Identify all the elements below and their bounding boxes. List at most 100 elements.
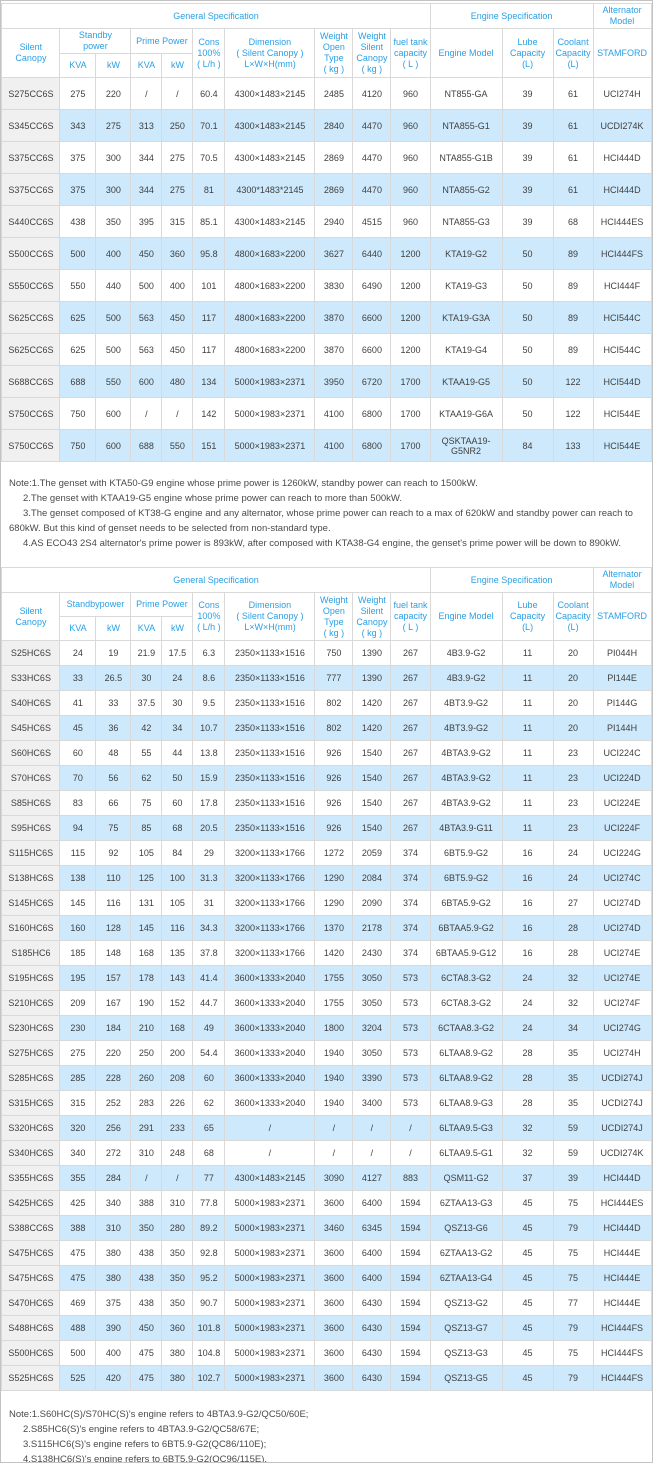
spec-cell: QSZ13-G5 — [429, 1365, 503, 1391]
table-row: S60HC6S 60 48 55 44 13.8 2350×1133×1516 926 1540… — [1, 740, 652, 766]
model-link[interactable]: S138HC6S — [1, 865, 61, 891]
spec-cell: UCI274F — [592, 990, 652, 1016]
model-link[interactable]: S525HC6S — [1, 1365, 61, 1391]
spec-cell: 688 — [59, 365, 97, 398]
model-link[interactable]: S625CC6S — [1, 333, 61, 366]
spec-cell: 300 — [95, 173, 132, 206]
spec-cell: QSZ13-G7 — [429, 1315, 503, 1341]
spec-cell: 6CTAA8.3-G2 — [429, 1015, 503, 1041]
spec-cell: 6400 — [352, 1240, 392, 1266]
model-link[interactable]: S550CC6S — [1, 269, 61, 302]
model-link[interactable]: S195HC6S — [1, 965, 61, 991]
model-link[interactable]: S25HC6S — [1, 640, 61, 666]
model-link[interactable]: S33HC6S — [1, 665, 61, 691]
model-link[interactable]: S70HC6S — [1, 765, 61, 791]
spec-cell: 45 — [501, 1265, 554, 1291]
spec-cell: 44.7 — [192, 990, 226, 1016]
model-link[interactable]: S115HC6S — [1, 840, 61, 866]
spec-cell: 142 — [192, 397, 226, 430]
spec-cell: 160 — [59, 915, 97, 941]
spec-cell: 267 — [390, 790, 431, 816]
spec-cell: 209 — [59, 990, 97, 1016]
model-link[interactable]: S60HC6S — [1, 740, 61, 766]
model-link[interactable]: S425HC6S — [1, 1190, 61, 1216]
spec-cell: UCI224E — [592, 790, 652, 816]
table-row: S160HC6S 160 128 145 116 34.3 3200×1133×1766 13… — [1, 915, 652, 941]
spec-cell: 122 — [552, 365, 594, 398]
model-link[interactable]: S750CC6S — [1, 429, 61, 462]
header-dimension: Dimension ( Silent Canopy ) L×W×H(mm) — [224, 28, 316, 78]
model-link[interactable]: S145HC6S — [1, 890, 61, 916]
spec-cell: 60 — [192, 1065, 226, 1091]
model-link[interactable]: S488HC6S — [1, 1315, 61, 1341]
spec-cell: HCI444E — [592, 1265, 652, 1291]
spec-cell: 3600×1333×2040 — [224, 965, 316, 991]
model-link[interactable]: S230HC6S — [1, 1015, 61, 1041]
spec-cell: 79 — [552, 1215, 594, 1241]
model-link[interactable]: S275HC6S — [1, 1040, 61, 1066]
model-link[interactable]: S315HC6S — [1, 1090, 61, 1116]
spec-cell: 28 — [552, 915, 594, 941]
spec-cell: 6BT5.9-G2 — [429, 865, 503, 891]
spec-cell: 62 — [192, 1090, 226, 1116]
spec-cell: PI044H — [592, 640, 652, 666]
spec-cell: 10.7 — [192, 715, 226, 741]
model-link[interactable]: S688CC6S — [1, 365, 61, 398]
table-row: S275CC6S 275 220//60.4 4300×1483×2145 2485 41… — [1, 77, 652, 110]
spec-cell: 3600 — [314, 1190, 354, 1216]
model-link[interactable]: S475HC6S — [1, 1240, 61, 1266]
model-link[interactable]: S185HC6 — [1, 940, 61, 966]
spec-cell: 625 — [59, 333, 97, 366]
spec-cell: HCI444E — [592, 1240, 652, 1266]
spec-cell: 1540 — [352, 790, 392, 816]
spec-cell: 4800×1683×2200 — [224, 237, 316, 270]
model-link[interactable]: S470HC6S — [1, 1290, 61, 1316]
model-link[interactable]: S345CC6S — [1, 109, 61, 142]
spec-cell: 26.5 — [95, 665, 132, 691]
spec-cell: 2059 — [352, 840, 392, 866]
model-link[interactable]: S500HC6S — [1, 1340, 61, 1366]
note-line: 2.The genset with KTAA19-G5 engine whose… — [23, 493, 402, 504]
spec-cell: 143 — [161, 965, 194, 991]
spec-cell: 285 — [59, 1065, 97, 1091]
spec-cell: 104.8 — [192, 1340, 226, 1366]
model-link[interactable]: S500CC6S — [1, 237, 61, 270]
model-link[interactable]: S160HC6S — [1, 915, 61, 941]
model-link[interactable]: S375CC6S — [1, 173, 61, 206]
spec-cell: 4300×1483×2145 — [224, 141, 316, 174]
spec-cell: 475 — [59, 1265, 97, 1291]
spec-cell: UCDI274J — [592, 1090, 652, 1116]
spec-cell: 31 — [192, 890, 226, 916]
model-link[interactable]: S320HC6S — [1, 1115, 61, 1141]
model-link[interactable]: S275CC6S — [1, 77, 61, 110]
model-link[interactable]: S210HC6S — [1, 990, 61, 1016]
spec-cell: 35 — [552, 1065, 594, 1091]
spec-cell: 802 — [314, 690, 354, 716]
model-link[interactable]: S85HC6S — [1, 790, 61, 816]
model-link[interactable]: S750CC6S — [1, 397, 61, 430]
spec-cell: 2430 — [352, 940, 392, 966]
model-link[interactable]: S285HC6S — [1, 1065, 61, 1091]
spec-cell: 1540 — [352, 815, 392, 841]
spec-cell: 77.8 — [192, 1190, 226, 1216]
spec-cell: 135 — [161, 940, 194, 966]
spec-cell: 131 — [130, 890, 163, 916]
model-link[interactable]: S340HC6S — [1, 1140, 61, 1166]
model-link[interactable]: S440CC6S — [1, 205, 61, 238]
spec-cell: 315 — [59, 1090, 97, 1116]
spec-cell: 20 — [552, 665, 594, 691]
model-link[interactable]: S40HC6S — [1, 690, 61, 716]
model-link[interactable]: S45HC6S — [1, 715, 61, 741]
spec-cell: 375 — [59, 173, 97, 206]
model-link[interactable]: S95HC6S — [1, 815, 61, 841]
spec-cell: 24 — [501, 965, 554, 991]
spec-cell: 374 — [390, 865, 431, 891]
model-link[interactable]: S375CC6S — [1, 141, 61, 174]
model-link[interactable]: S475HC6S — [1, 1265, 61, 1291]
header-stamford: STAMFORD — [592, 28, 652, 78]
model-link[interactable]: S625CC6S — [1, 301, 61, 334]
spec-cell: 11 — [501, 815, 554, 841]
model-link[interactable]: S388CC6S — [1, 1215, 61, 1241]
spec-cell: 68 — [192, 1140, 226, 1166]
model-link[interactable]: S355HC6S — [1, 1165, 61, 1191]
